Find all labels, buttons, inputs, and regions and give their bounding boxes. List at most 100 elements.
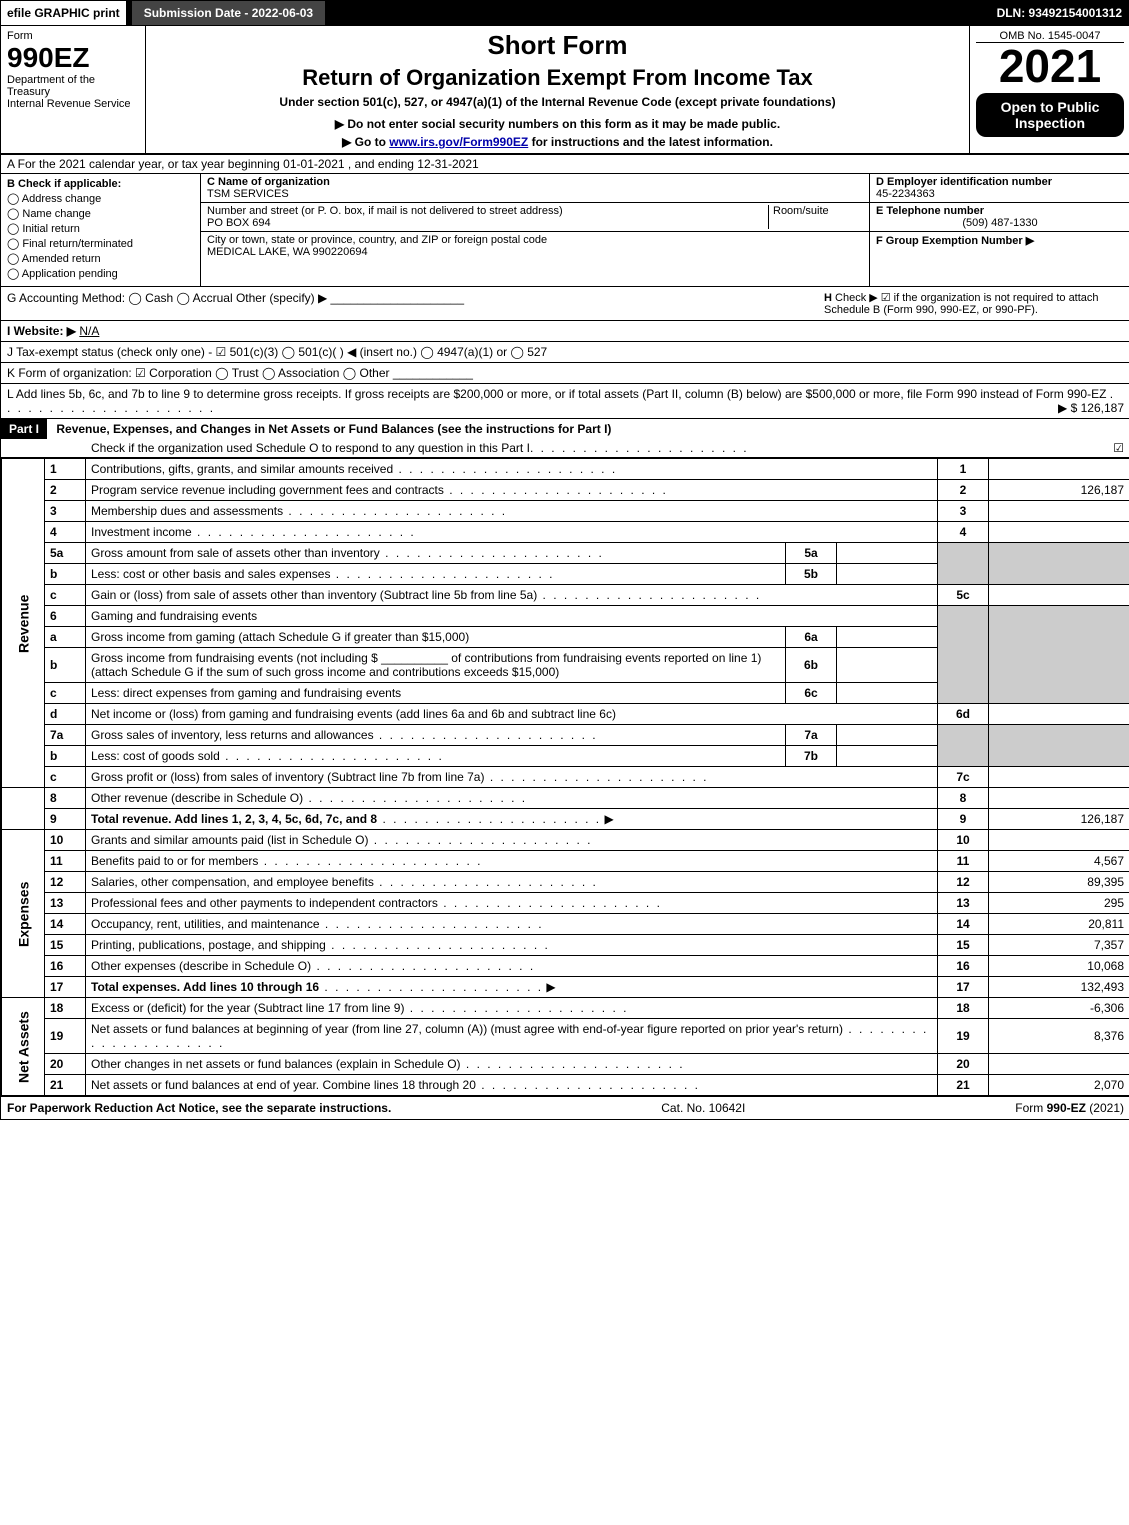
dln-number: DLN: 93492154001312 (989, 6, 1129, 20)
dots (368, 833, 592, 847)
street-value: PO BOX 694 (207, 217, 768, 229)
schedule-o-checkbox[interactable]: ☑ (1113, 441, 1124, 455)
form-990ez-bold: 990-EZ (1047, 1101, 1086, 1115)
street-row: Number and street (or P. O. box, if mail… (201, 203, 869, 232)
line-numbox: 4 (938, 522, 989, 543)
address-change-checkbox[interactable]: ◯ Address change (7, 192, 194, 205)
line-numbox: 2 (938, 480, 989, 501)
line-value (989, 788, 1129, 809)
line-no: 20 (45, 1054, 86, 1075)
form-990ez-page: efile GRAPHIC print Submission Date - 20… (0, 0, 1129, 1120)
line-desc: Professional fees and other payments to … (86, 893, 938, 914)
part-1-table: Revenue 1 Contributions, gifts, grants, … (1, 458, 1129, 1096)
line-value: 126,187 (989, 809, 1129, 830)
sub-val (837, 564, 938, 585)
line-numbox: 13 (938, 893, 989, 914)
sub-val (837, 627, 938, 648)
dots (303, 791, 527, 805)
line-desc: Investment income (86, 522, 938, 543)
text: Gross amount from sale of assets other t… (91, 546, 380, 560)
dots (192, 525, 416, 539)
phone-value: (509) 487-1330 (876, 217, 1124, 229)
line-desc: Grants and similar amounts paid (list in… (86, 830, 938, 851)
dots (530, 441, 749, 455)
dots (537, 588, 761, 602)
line-no: c (45, 767, 86, 788)
initial-return-checkbox[interactable]: ◯ Initial return (7, 222, 194, 235)
goto-row: Go to www.irs.gov/Form990EZ for instruct… (152, 135, 963, 149)
line-value: 89,395 (989, 872, 1129, 893)
line-value: 4,567 (989, 851, 1129, 872)
dots (220, 749, 444, 763)
header-left: Form 990EZ Department of the Treasury In… (1, 26, 146, 153)
line-numbox: 10 (938, 830, 989, 851)
line-value (989, 459, 1129, 480)
line-desc: Gross amount from sale of assets other t… (86, 543, 786, 564)
revenue-side-label: Revenue (2, 459, 45, 788)
section-l-amount: ▶ $ 126,187 (1058, 401, 1124, 415)
name-change-checkbox[interactable]: ◯ Name change (7, 207, 194, 220)
irs-link[interactable]: www.irs.gov/Form990EZ (389, 135, 528, 149)
text: Excess or (deficit) for the year (Subtra… (91, 1001, 404, 1015)
line-no: 10 (45, 830, 86, 851)
page-footer: For Paperwork Reduction Act Notice, see … (1, 1096, 1129, 1119)
dots (320, 917, 544, 931)
form-word: Form (1015, 1101, 1046, 1115)
goto-pre: Go to (342, 135, 389, 149)
form-footer-right: Form 990-EZ (2021) (1015, 1101, 1124, 1115)
text: Investment income (91, 525, 192, 539)
sub-no: 6c (786, 683, 837, 704)
dots (393, 462, 617, 476)
line-desc: Gross income from gaming (attach Schedul… (86, 627, 786, 648)
grey-cell (989, 725, 1129, 767)
text: Less: cost or other basis and sales expe… (91, 567, 330, 581)
cb-label: Name change (22, 208, 91, 220)
expenses-side-label: Expenses (2, 830, 45, 998)
cb-label: Application pending (22, 268, 118, 280)
line-desc: Other revenue (describe in Schedule O) (86, 788, 938, 809)
line-value: 126,187 (989, 480, 1129, 501)
final-return-checkbox[interactable]: ◯ Final return/terminated (7, 237, 194, 250)
room-label: Room/suite (768, 205, 863, 229)
line-desc: Occupancy, rent, utilities, and maintena… (86, 914, 938, 935)
text: Other expenses (describe in Schedule O) (91, 959, 311, 973)
dots (374, 875, 598, 889)
line-numbox: 15 (938, 935, 989, 956)
text: Grants and similar amounts paid (list in… (91, 833, 368, 847)
line-desc: Benefits paid to or for members (86, 851, 938, 872)
text: Occupancy, rent, utilities, and maintena… (91, 917, 320, 931)
grey-cell (938, 725, 989, 767)
form-header: Form 990EZ Department of the Treasury In… (1, 26, 1129, 155)
city-value: MEDICAL LAKE, WA 990220694 (207, 246, 863, 258)
line-no: 6 (45, 606, 86, 627)
line-numbox: 19 (938, 1019, 989, 1054)
line-no: c (45, 585, 86, 606)
dots (311, 959, 535, 973)
efile-print-label[interactable]: efile GRAPHIC print (1, 1, 126, 25)
line-numbox: 1 (938, 459, 989, 480)
dots (404, 1001, 628, 1015)
line-desc: Printing, publications, postage, and shi… (86, 935, 938, 956)
line-numbox: 20 (938, 1054, 989, 1075)
text: Professional fees and other payments to … (91, 896, 438, 910)
sub-no: 5a (786, 543, 837, 564)
line-no: c (45, 683, 86, 704)
line-no: 18 (45, 998, 86, 1019)
line-desc: Other expenses (describe in Schedule O) (86, 956, 938, 977)
section-l-text: L Add lines 5b, 6c, and 7b to line 9 to … (7, 387, 1106, 401)
header-right: OMB No. 1545-0047 2021 Open to Public In… (970, 26, 1129, 153)
line-desc: Gross income from fundraising events (no… (86, 648, 786, 683)
dots (283, 504, 507, 518)
line-no: 5a (45, 543, 86, 564)
amended-return-checkbox[interactable]: ◯ Amended return (7, 252, 194, 265)
website-label: I Website: ▶ (7, 324, 76, 338)
tax-year: 2021 (976, 43, 1124, 89)
sub-val (837, 683, 938, 704)
line-value: 10,068 (989, 956, 1129, 977)
grey-cell (938, 606, 989, 704)
application-pending-checkbox[interactable]: ◯ Application pending (7, 267, 194, 280)
form-number: 990EZ (7, 42, 139, 74)
part-1-check-text: Check if the organization used Schedule … (91, 441, 530, 455)
line-no: 21 (45, 1075, 86, 1096)
paperwork-notice: For Paperwork Reduction Act Notice, see … (7, 1101, 391, 1115)
